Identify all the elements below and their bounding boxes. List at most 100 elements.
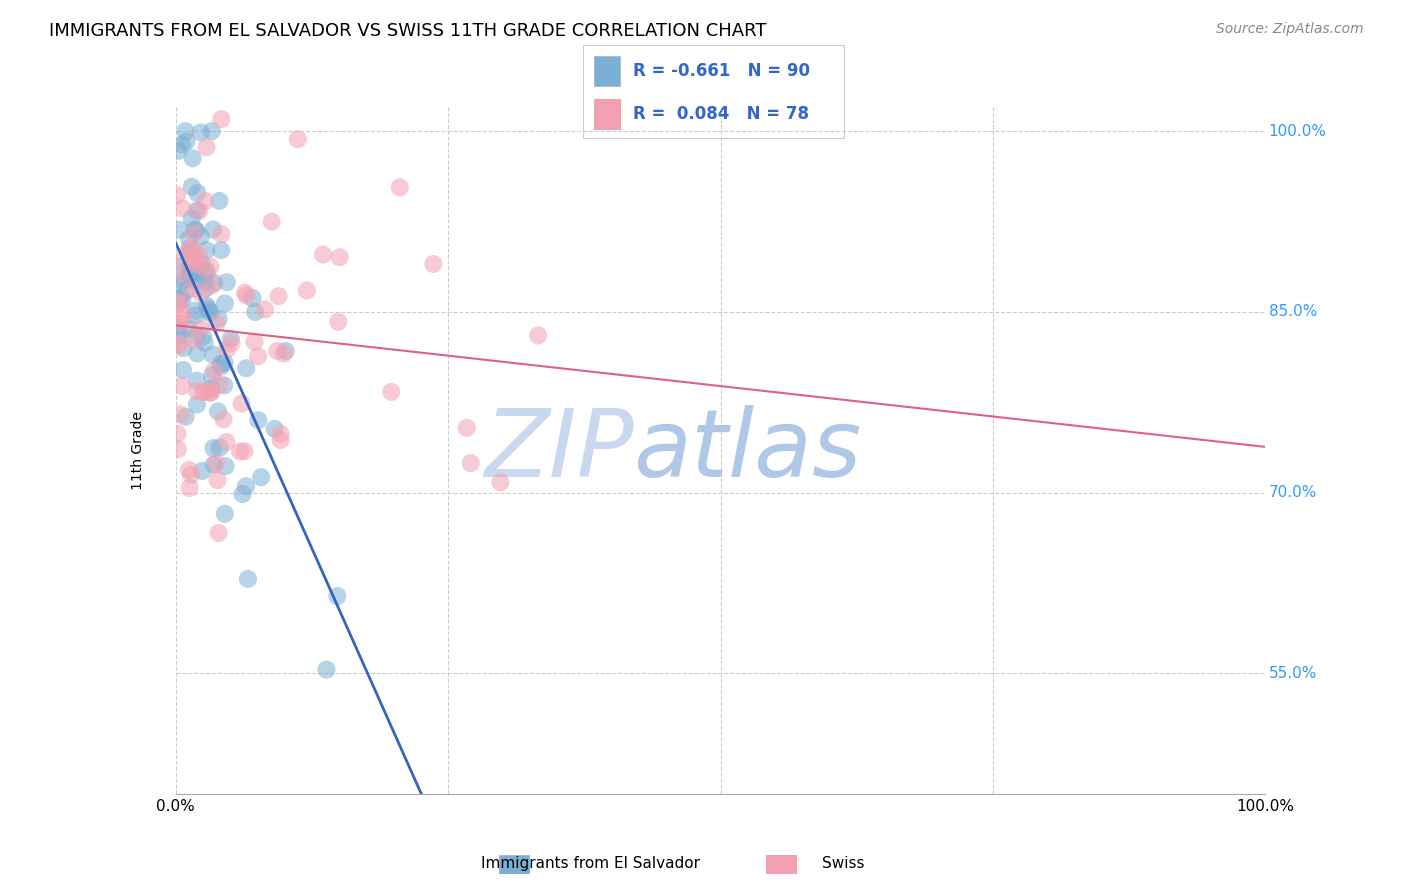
- Point: [184, 257, 207, 271]
- Point: [172, 363, 194, 377]
- Point: [195, 299, 218, 313]
- Point: [208, 194, 231, 208]
- Point: [180, 268, 202, 282]
- Point: [250, 470, 273, 484]
- Point: [200, 385, 222, 400]
- Point: [174, 409, 197, 424]
- Point: [183, 227, 205, 241]
- Point: [186, 329, 208, 343]
- Point: [198, 306, 221, 320]
- Point: [233, 285, 256, 300]
- Point: [166, 327, 188, 342]
- FancyBboxPatch shape: [593, 56, 620, 86]
- Point: [190, 229, 212, 244]
- Point: [167, 296, 190, 310]
- Point: [184, 309, 207, 323]
- Point: [186, 397, 208, 411]
- Point: [380, 384, 402, 399]
- Point: [456, 421, 478, 435]
- Point: [245, 305, 267, 319]
- Point: [173, 250, 195, 264]
- Point: [194, 194, 217, 208]
- Point: [181, 261, 204, 276]
- Point: [254, 302, 277, 317]
- Point: [315, 663, 337, 677]
- Point: [201, 368, 224, 383]
- Point: [270, 433, 292, 447]
- Point: [167, 296, 190, 310]
- Point: [177, 321, 200, 335]
- Text: IMMIGRANTS FROM EL SALVADOR VS SWISS 11TH GRADE CORRELATION CHART: IMMIGRANTS FROM EL SALVADOR VS SWISS 11T…: [49, 22, 766, 40]
- Point: [179, 260, 201, 274]
- Point: [167, 338, 190, 352]
- Point: [195, 140, 218, 154]
- Point: [190, 125, 212, 139]
- Point: [214, 356, 236, 370]
- Point: [295, 284, 318, 298]
- Point: [179, 246, 201, 260]
- Point: [270, 426, 292, 441]
- Point: [169, 290, 191, 304]
- Point: [235, 288, 257, 302]
- Point: [200, 385, 222, 400]
- Point: [273, 346, 295, 360]
- Point: [489, 475, 512, 490]
- Point: [195, 384, 218, 399]
- Point: [179, 481, 201, 495]
- Point: [172, 293, 194, 308]
- Point: [172, 202, 194, 216]
- Point: [207, 311, 229, 326]
- Point: [169, 408, 191, 422]
- Point: [188, 204, 211, 219]
- Point: [266, 343, 288, 358]
- Point: [173, 274, 195, 288]
- Point: [214, 296, 236, 310]
- Point: [172, 341, 194, 355]
- Point: [231, 396, 253, 410]
- Point: [235, 361, 257, 376]
- Text: R = -0.661   N = 90: R = -0.661 N = 90: [633, 62, 810, 79]
- Point: [328, 315, 350, 329]
- FancyBboxPatch shape: [499, 855, 530, 874]
- Point: [190, 257, 212, 271]
- Point: [169, 223, 191, 237]
- Point: [205, 317, 228, 331]
- Point: [169, 317, 191, 331]
- Point: [200, 382, 222, 396]
- Point: [186, 384, 208, 399]
- Point: [172, 137, 194, 152]
- Point: [194, 335, 217, 350]
- Point: [186, 203, 208, 218]
- Point: [166, 337, 188, 351]
- Point: [170, 311, 193, 326]
- Text: 55.0%: 55.0%: [1268, 666, 1317, 681]
- Text: 100.0%: 100.0%: [1268, 124, 1327, 138]
- Point: [209, 244, 232, 258]
- Point: [181, 243, 204, 257]
- Point: [167, 260, 190, 274]
- Point: [201, 124, 224, 138]
- Point: [177, 463, 200, 477]
- Point: [179, 242, 201, 256]
- Point: [187, 273, 209, 287]
- Point: [183, 334, 205, 348]
- Point: [176, 135, 198, 149]
- Point: [263, 422, 285, 436]
- Point: [287, 132, 309, 146]
- Point: [167, 144, 190, 158]
- Point: [246, 349, 269, 363]
- Text: 70.0%: 70.0%: [1268, 485, 1317, 500]
- Point: [312, 247, 335, 261]
- Point: [197, 301, 219, 316]
- Text: 85.0%: 85.0%: [1268, 304, 1317, 319]
- Point: [180, 282, 202, 296]
- Point: [179, 242, 201, 256]
- Point: [215, 435, 238, 450]
- Point: [233, 444, 256, 458]
- Text: Swiss: Swiss: [823, 856, 865, 871]
- Point: [202, 348, 225, 362]
- Point: [214, 459, 236, 474]
- Point: [176, 283, 198, 297]
- Point: [172, 379, 194, 393]
- Point: [231, 487, 253, 501]
